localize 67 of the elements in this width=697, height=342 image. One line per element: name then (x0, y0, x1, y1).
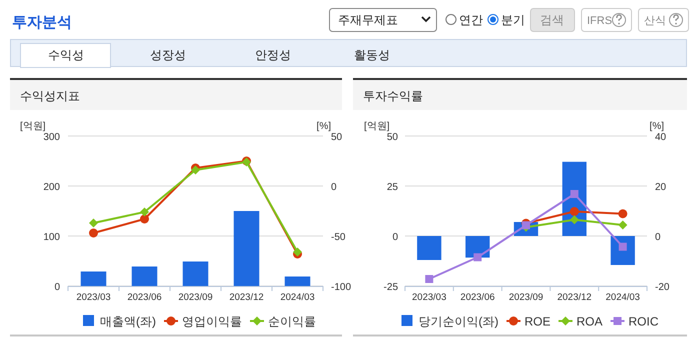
x-tick-label: 2023/03 (76, 292, 111, 303)
text: 검색 (540, 13, 564, 27)
legend-label: ROA (576, 314, 603, 328)
y-tick-label: 300 (43, 132, 60, 143)
y-tick-label: 0 (392, 232, 398, 243)
legend-label: 영업이익률 (182, 314, 242, 328)
point (570, 190, 578, 198)
point (140, 208, 149, 216)
x-tick-label: 2024/03 (280, 292, 315, 303)
y-tick-label: 200 (43, 182, 60, 193)
text: 산식 (644, 15, 666, 27)
bar (132, 266, 158, 286)
y-tick-label: 25 (386, 182, 398, 193)
y2-tick-label: -100 (331, 282, 352, 293)
y-tick-label: -25 (384, 282, 398, 293)
text: 활동성 (354, 48, 390, 62)
x-tick-label: 2023/03 (412, 292, 446, 303)
x-tick-label: 2023/06 (127, 292, 162, 303)
legend-label: 순이익률 (268, 314, 316, 328)
bar (80, 272, 106, 286)
bar (182, 262, 208, 286)
x-tick-label: 2023/09 (508, 292, 544, 303)
point (425, 275, 434, 283)
y2-tick-label: 40 (655, 132, 667, 143)
text: 연간 (459, 13, 483, 27)
legend-label: ROIC (628, 314, 659, 328)
bar (284, 276, 310, 286)
x-tick-label: 2024/03 (606, 292, 640, 303)
x-tick-label: 2023/12 (229, 292, 264, 303)
text: 안정성 (255, 48, 291, 62)
legend-label: 매출액(좌) (100, 314, 156, 328)
y2-tick-label: -20 (655, 282, 670, 293)
y-tick-label: 0 (54, 282, 60, 293)
point (140, 214, 149, 224)
text: IFRS (587, 15, 612, 27)
x-tick-label: 2023/12 (557, 292, 592, 303)
y-tick-label: 100 (43, 232, 60, 243)
text: 주재무제표 (338, 13, 398, 27)
point (474, 253, 482, 262)
text: 분기 (501, 13, 525, 27)
text: 수익성 (48, 48, 84, 62)
y2-axis-title: [%] (316, 121, 332, 132)
y2-tick-label: -50 (331, 232, 346, 243)
legend-label: 당기순이익(좌) (418, 314, 498, 328)
y2-tick-label: 0 (331, 182, 337, 193)
chart-title: 투자수익률 (363, 89, 423, 103)
y2-tick-label: 50 (331, 132, 343, 143)
x-tick-label: 2023/06 (460, 292, 495, 303)
point (89, 228, 98, 238)
bar (417, 236, 442, 260)
chart-title: 수익성지표 (20, 89, 80, 103)
x-tick-label: 2023/09 (178, 292, 213, 303)
y-axis-title: [억원] (364, 121, 390, 132)
point (570, 215, 579, 224)
point (570, 207, 579, 216)
y-axis-title: [억원] (20, 121, 46, 132)
point (618, 220, 628, 230)
y-tick-label: 50 (386, 132, 398, 143)
y2-tick-label: 20 (655, 182, 667, 193)
y2-tick-label: 0 (655, 232, 661, 243)
y2-axis-title: [%] (650, 121, 664, 132)
point (618, 209, 628, 218)
legend-label: ROE (524, 314, 550, 328)
text: 성장성 (150, 48, 186, 62)
bar (234, 211, 260, 286)
text: 투자분석 (12, 14, 72, 31)
point (89, 218, 98, 228)
